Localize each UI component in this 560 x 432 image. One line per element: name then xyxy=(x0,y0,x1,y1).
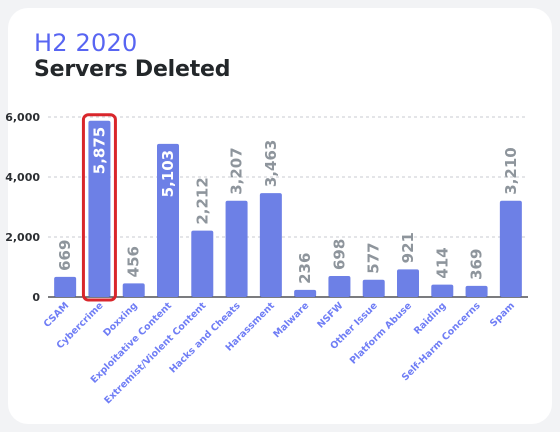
value-label: 698 xyxy=(330,239,348,270)
value-label: 3,463 xyxy=(262,140,280,187)
y-axis-ticks: 0 2,000 4,000 6,000 xyxy=(5,111,40,304)
bar xyxy=(328,276,351,297)
value-label: 414 xyxy=(433,247,451,278)
y-tick-label: 6,000 xyxy=(5,111,40,124)
bar xyxy=(259,193,282,297)
bar xyxy=(157,143,179,297)
highlight-outline xyxy=(81,113,117,302)
bar xyxy=(362,279,385,297)
bar xyxy=(54,276,77,297)
category-label: NSFW xyxy=(315,300,346,331)
category-label: CSAM xyxy=(42,300,72,330)
value-label: 3,210 xyxy=(502,147,520,194)
chart-subtitle: H2 2020 xyxy=(34,29,138,57)
value-label: 669 xyxy=(56,240,74,271)
value-label: 2,212 xyxy=(193,177,211,224)
category-label: Malware xyxy=(271,300,311,340)
value-label: 5,875 xyxy=(90,127,108,174)
chart-title: Servers Deleted xyxy=(34,57,231,82)
title-block: H2 2020 Servers Deleted xyxy=(34,29,231,84)
value-label: 369 xyxy=(468,249,486,280)
bar xyxy=(465,285,488,297)
bar xyxy=(294,289,317,297)
bar xyxy=(122,283,145,297)
y-tick-label: 4,000 xyxy=(5,171,40,184)
value-label: 456 xyxy=(125,246,143,277)
y-tick-label: 2,000 xyxy=(5,231,40,244)
bar xyxy=(225,200,248,297)
bar xyxy=(431,284,454,297)
value-label: 3,207 xyxy=(228,147,246,194)
bar xyxy=(191,230,214,297)
value-label: 577 xyxy=(365,242,383,273)
highlight-box xyxy=(81,113,117,302)
category-label: Platform Abuse xyxy=(348,300,414,366)
category-label: Spam xyxy=(488,300,517,329)
value-label: 236 xyxy=(296,253,314,284)
y-tick-label: 0 xyxy=(32,291,40,304)
grid-lines xyxy=(48,116,528,298)
value-label: 5,103 xyxy=(159,150,177,197)
value-label: 921 xyxy=(399,232,417,263)
bars xyxy=(54,120,522,297)
bar xyxy=(88,120,111,297)
bar xyxy=(499,200,522,297)
value-labels: 669 5,875 456 5,103 2,212 3,207 3,463 236 698 577… xyxy=(56,127,520,284)
bar xyxy=(397,269,419,297)
